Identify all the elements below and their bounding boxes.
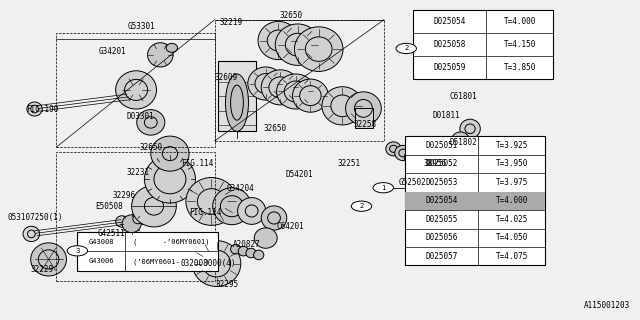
Ellipse shape xyxy=(238,246,248,256)
Text: 32609: 32609 xyxy=(214,73,237,82)
Ellipse shape xyxy=(151,136,189,171)
Text: 32258: 32258 xyxy=(353,120,376,130)
Text: 32231: 32231 xyxy=(127,168,150,177)
Ellipse shape xyxy=(116,216,129,227)
Ellipse shape xyxy=(116,71,157,109)
Text: T=4.150: T=4.150 xyxy=(504,40,536,49)
Circle shape xyxy=(351,201,372,211)
Text: D025053: D025053 xyxy=(426,178,458,187)
Text: C61801: C61801 xyxy=(450,92,477,101)
Text: 1: 1 xyxy=(381,185,385,191)
Ellipse shape xyxy=(186,178,237,225)
Text: G43006: G43006 xyxy=(88,258,114,264)
Ellipse shape xyxy=(434,163,449,177)
Text: D025055: D025055 xyxy=(426,215,458,224)
Text: G43008: G43008 xyxy=(88,239,114,244)
Text: 32295: 32295 xyxy=(216,280,239,289)
Text: D025056: D025056 xyxy=(426,233,458,242)
Text: D54201: D54201 xyxy=(285,170,314,179)
Text: (      -’06MY0601): ( -’06MY0601) xyxy=(133,238,210,245)
Text: 053107250(1): 053107250(1) xyxy=(7,213,63,222)
Text: D03301: D03301 xyxy=(126,113,154,122)
Ellipse shape xyxy=(212,188,251,225)
Ellipse shape xyxy=(137,110,165,135)
Ellipse shape xyxy=(225,74,248,131)
FancyBboxPatch shape xyxy=(413,10,553,79)
Ellipse shape xyxy=(452,132,469,148)
Ellipse shape xyxy=(276,74,315,109)
Text: 32296: 32296 xyxy=(113,190,136,200)
Ellipse shape xyxy=(442,154,461,172)
Text: T=4.025: T=4.025 xyxy=(496,215,528,224)
Text: 3: 3 xyxy=(75,248,79,254)
Ellipse shape xyxy=(133,214,143,224)
FancyBboxPatch shape xyxy=(218,61,256,131)
Ellipse shape xyxy=(27,102,42,116)
Ellipse shape xyxy=(122,215,141,233)
Ellipse shape xyxy=(386,142,401,156)
Text: 32650: 32650 xyxy=(280,11,303,20)
Text: T=3.950: T=3.950 xyxy=(496,159,528,168)
Text: D025057: D025057 xyxy=(426,252,458,261)
Ellipse shape xyxy=(404,150,421,165)
Ellipse shape xyxy=(460,141,480,161)
Ellipse shape xyxy=(395,145,412,161)
Ellipse shape xyxy=(23,226,40,242)
Text: D025051: D025051 xyxy=(426,141,458,150)
Text: D01811: D01811 xyxy=(433,111,460,120)
Text: A20827: A20827 xyxy=(233,240,260,249)
Ellipse shape xyxy=(31,243,67,276)
Ellipse shape xyxy=(261,70,300,105)
Ellipse shape xyxy=(275,24,320,65)
Text: 32650: 32650 xyxy=(264,124,287,132)
FancyBboxPatch shape xyxy=(405,136,545,266)
Text: 2: 2 xyxy=(359,203,364,209)
Text: 38956: 38956 xyxy=(424,159,447,168)
Text: T=3.850: T=3.850 xyxy=(504,63,536,72)
Text: 2: 2 xyxy=(404,45,408,52)
Text: T=3.925: T=3.925 xyxy=(496,141,528,150)
Ellipse shape xyxy=(132,186,176,227)
Ellipse shape xyxy=(166,44,177,52)
Text: FIG.114: FIG.114 xyxy=(181,159,214,168)
Text: E50508: E50508 xyxy=(95,202,123,211)
FancyBboxPatch shape xyxy=(355,108,373,128)
Text: D025054: D025054 xyxy=(433,17,465,26)
Text: G42511: G42511 xyxy=(97,229,125,238)
Text: 32650: 32650 xyxy=(140,143,163,152)
FancyBboxPatch shape xyxy=(77,232,218,271)
Ellipse shape xyxy=(258,21,299,60)
FancyBboxPatch shape xyxy=(405,192,545,210)
Ellipse shape xyxy=(192,241,241,286)
Ellipse shape xyxy=(261,206,287,230)
Text: A115001203: A115001203 xyxy=(584,301,630,310)
Ellipse shape xyxy=(230,244,241,254)
Ellipse shape xyxy=(424,158,440,173)
Text: T=4.000: T=4.000 xyxy=(496,196,528,205)
Ellipse shape xyxy=(248,67,284,100)
Ellipse shape xyxy=(460,119,480,138)
Text: G34201: G34201 xyxy=(99,47,126,56)
Ellipse shape xyxy=(415,155,430,169)
Ellipse shape xyxy=(122,90,135,103)
Text: 32219: 32219 xyxy=(219,19,242,28)
Text: 32229: 32229 xyxy=(31,265,54,275)
Ellipse shape xyxy=(246,248,256,258)
Text: C64201: C64201 xyxy=(276,222,304,231)
Text: T=3.975: T=3.975 xyxy=(496,178,528,187)
Text: (’06MY0601-      ): (’06MY0601- ) xyxy=(133,258,210,265)
Circle shape xyxy=(396,44,417,53)
Text: 32251: 32251 xyxy=(337,159,360,168)
Text: FIG.190: FIG.190 xyxy=(26,105,59,114)
Text: 032008000(4): 032008000(4) xyxy=(180,259,236,268)
Text: D025059: D025059 xyxy=(433,63,465,72)
Ellipse shape xyxy=(145,155,195,203)
Text: G52502: G52502 xyxy=(399,178,426,187)
Ellipse shape xyxy=(294,27,343,71)
Ellipse shape xyxy=(346,92,381,125)
Circle shape xyxy=(373,183,394,193)
Text: D51802: D51802 xyxy=(450,138,477,147)
Ellipse shape xyxy=(253,250,264,260)
Circle shape xyxy=(67,246,88,256)
